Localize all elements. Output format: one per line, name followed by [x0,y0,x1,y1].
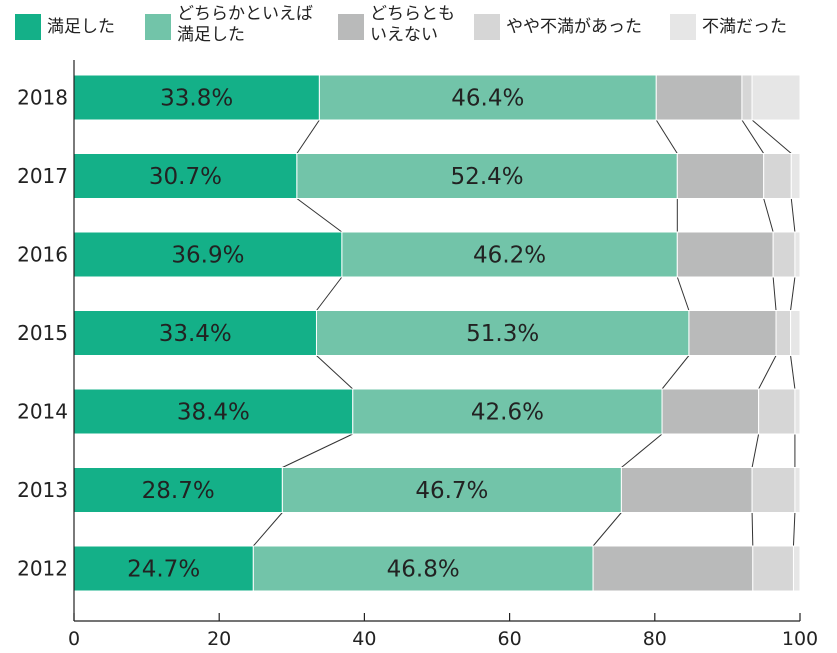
bar-segment [794,388,801,435]
data-label: 51.3% [466,321,539,347]
bar-segment [352,388,663,435]
bar-segment [296,153,678,199]
connector-line [676,276,690,311]
connector-line [758,355,777,390]
category-label: 2014 [17,400,68,424]
bar-segment [315,310,690,356]
bar-segment [281,467,622,513]
data-label: 24.7% [127,557,200,583]
x-tick-label: 40 [352,628,376,650]
legend-label: どちらともいえない [370,4,455,45]
bar-segment [676,231,774,278]
bar-segment [790,310,801,356]
connector-line [655,119,678,154]
x-tick-label: 80 [643,628,667,650]
connector-line [316,276,343,311]
bar-segment [794,467,801,513]
legend-label: やや不満があった [506,17,642,37]
legend-swatch [145,14,171,40]
data-label: 33.4% [159,321,232,347]
category-label: 2013 [17,478,68,502]
bar-segment [752,545,794,592]
connector-line [790,276,796,311]
bar-segment [73,545,254,592]
connector-line [751,512,754,547]
connector-line [252,512,283,547]
x-tick-label: 0 [68,628,80,650]
data-label: 46.4% [451,86,524,112]
bar-segment [252,545,594,592]
data-label: 30.7% [149,164,222,190]
data-label: 52.4% [451,164,524,190]
connector-line [763,198,774,233]
connector-line [790,355,796,390]
bar-segment [775,310,792,356]
data-label: 38.4% [177,400,250,426]
category-label: 2012 [17,557,68,581]
bar-segment [763,153,792,199]
bar-segment [592,545,754,592]
bar-segment [751,74,801,121]
data-label: 42.6% [471,400,544,426]
bar-segment [661,388,760,435]
bars: 33.8% 46.4% 2018 30.7% 52.4% 2017 36.9% 46.2% 20… [17,74,801,592]
bar-segment [676,153,765,199]
connector-line [790,198,796,233]
axes: 0 20 40 60 80 100 [68,60,818,650]
connector-line [296,119,320,154]
bar-segment [741,74,753,121]
legend-label: 不満だった [702,17,787,37]
bar-segment [318,74,657,121]
connector-line [621,433,663,468]
connector-lines [252,119,796,547]
bar-segment [792,545,801,592]
connector-line [296,198,343,233]
legend-swatch [670,14,696,40]
data-label: 36.9% [171,243,244,269]
bar-segment [73,388,354,435]
bar-segment [73,310,317,356]
legend-swatch [474,14,500,40]
category-label: 2018 [17,86,68,110]
data-label: 46.7% [415,478,488,504]
data-label: 46.2% [473,243,546,269]
connector-line [751,119,792,154]
data-label: 33.8% [160,86,233,112]
data-label: 28.7% [142,478,215,504]
x-tick-label: 20 [207,628,231,650]
bar-segment [73,153,298,199]
bar-segment [772,231,796,278]
bar-segment [790,153,801,199]
bar-segment [794,231,801,278]
legend: 満足した どちらかといえば満足した どちらともいえない やや不満があった 不満だった [15,4,787,45]
connector-line [772,276,777,311]
category-label: 2017 [17,164,68,188]
connector-line [751,433,760,468]
bar-segment [688,310,777,356]
connector-line [282,433,353,468]
x-tick-label: 100 [782,628,818,650]
connector-line [741,119,765,154]
x-tick-label: 60 [498,628,522,650]
category-label: 2015 [17,321,68,345]
legend-swatch [15,14,41,40]
connector-line [792,512,796,547]
bar-segment [73,467,283,513]
data-label: 46.8% [387,557,460,583]
bar-segment [751,467,796,513]
category-label: 2016 [17,243,68,267]
bar-segment [73,74,320,121]
bar-segment [341,231,678,278]
legend-label: どちらかといえば満足した [177,4,313,45]
bar-segment [655,74,743,121]
legend-label: 満足した [47,17,115,37]
connector-line [316,355,354,390]
connector-line [661,355,690,390]
legend-swatch [338,14,364,40]
bar-segment [758,388,796,435]
bar-segment [620,467,753,513]
connector-line [592,512,622,547]
